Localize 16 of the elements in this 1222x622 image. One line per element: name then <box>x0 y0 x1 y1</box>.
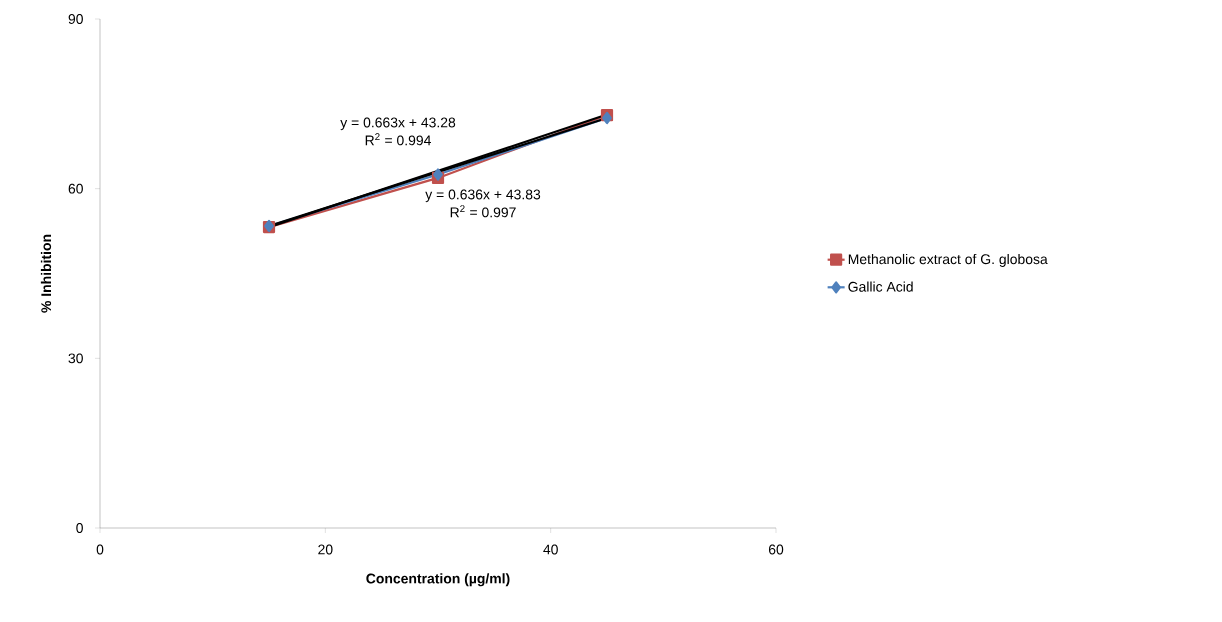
x-tick-label: 20 <box>318 544 333 555</box>
annotation: R$^{2}$ = 0.997 <box>450 205 516 218</box>
x-tick-label: 40 <box>543 544 558 555</box>
y-tick-label: 30 <box>68 353 83 364</box>
legend-label: Gallic Acid <box>848 281 913 292</box>
y-axis-title: % Inhibition <box>40 234 52 313</box>
y-tick-label: 0 <box>76 523 83 533</box>
x-axis-title: Concentration (µg/ml) <box>366 573 510 587</box>
annotation: y = 0.663x + 43.28 <box>340 117 456 131</box>
legend-label: Methanolic extract of G. globosa <box>848 253 1048 267</box>
x-tick-label: 60 <box>768 544 784 555</box>
annotation: R$^{2}$ = 0.994 <box>365 133 431 146</box>
x-tick-label: 0 <box>96 544 104 555</box>
y-tick-label: 60 <box>68 183 83 194</box>
y-tick-label: 90 <box>68 14 83 24</box>
annotation: y = 0.636x + 43.83 <box>425 189 541 203</box>
